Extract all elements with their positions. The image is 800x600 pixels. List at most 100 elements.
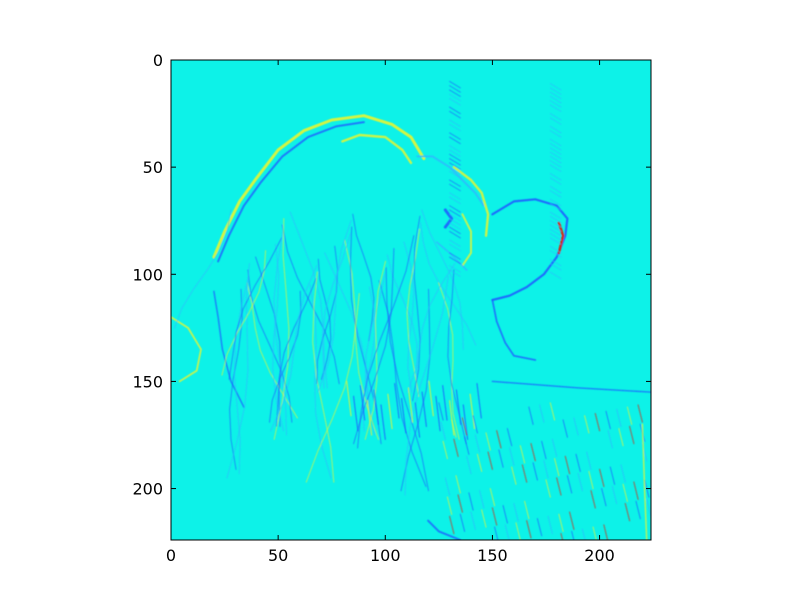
texture-streak	[449, 196, 461, 205]
left-fur-edge	[171, 316, 202, 383]
lower-texture	[564, 455, 571, 475]
lower-texture	[562, 419, 568, 438]
head-outline-dark	[217, 121, 365, 263]
texture-streak	[549, 203, 562, 211]
texture-streak	[449, 243, 461, 252]
lower-texture	[457, 494, 463, 513]
lower-texture	[573, 417, 579, 436]
lower-texture	[590, 490, 596, 509]
x-axis: 0 50 100 150 200	[166, 60, 615, 565]
texture-streak	[549, 185, 562, 194]
fur-strand	[305, 293, 360, 483]
texture-streak	[549, 143, 562, 151]
texture-streak	[449, 218, 461, 226]
lower-texture	[554, 458, 560, 477]
fur-strand	[411, 215, 421, 402]
lower-texture	[504, 524, 510, 540]
texture-streak	[449, 149, 461, 157]
lower-texture	[605, 410, 611, 430]
fur-strand	[270, 265, 318, 432]
cheek-edge	[461, 213, 472, 267]
fur-tip	[394, 382, 400, 419]
lower-texture	[470, 511, 476, 530]
fur-strand	[309, 284, 332, 479]
snout-outline	[491, 198, 569, 302]
texture-streak	[449, 265, 461, 273]
lower-texture	[558, 513, 564, 532]
lower-texture	[468, 492, 474, 511]
texture-streak	[549, 104, 562, 112]
fur-strand	[321, 233, 352, 389]
lower-texture	[586, 451, 592, 470]
texture-streak	[449, 179, 461, 187]
texture-streak	[549, 83, 562, 91]
fur-tip	[476, 382, 482, 419]
lower-texture	[455, 475, 461, 494]
lower-texture	[588, 470, 594, 490]
fur-strand	[255, 256, 281, 427]
y-axis: 0 50 100 150 200	[132, 51, 651, 499]
lower-texture	[453, 438, 459, 457]
fur-strand	[324, 252, 376, 436]
lower-texture	[521, 464, 528, 483]
lower-texture	[594, 413, 601, 432]
lower-texture	[629, 425, 635, 445]
texture-streak	[449, 213, 461, 222]
plot-frame	[170, 59, 652, 541]
fur-strand	[273, 218, 290, 440]
texture-streak	[549, 245, 562, 254]
texture-streak	[449, 230, 461, 239]
fur-strand	[400, 288, 431, 492]
lower-texture	[607, 430, 613, 449]
lower-texture	[513, 503, 519, 522]
fur-strand	[228, 237, 283, 380]
lower-texture	[620, 464, 626, 483]
texture-streak	[449, 136, 461, 145]
lower-texture	[637, 404, 643, 423]
lower-texture	[479, 490, 485, 509]
lower-texture	[545, 479, 551, 498]
texture-streak	[549, 173, 562, 181]
x-tick-label: 50	[268, 546, 288, 565]
texture-streak	[549, 147, 562, 155]
x-tick-label: 200	[584, 546, 615, 565]
texture-streak	[549, 198, 562, 207]
fur-tip	[428, 380, 434, 417]
fur-strand	[406, 228, 421, 397]
fur-tip	[359, 385, 366, 421]
lower-texture	[444, 477, 451, 496]
lower-texture	[451, 419, 457, 438]
lower-texture	[543, 460, 549, 479]
texture-streak	[549, 263, 562, 271]
lower-texture	[440, 421, 446, 440]
heatmap-edge-strokes	[171, 80, 651, 540]
texture-streak	[449, 106, 461, 115]
lower-texture	[528, 406, 534, 425]
fur-tip	[387, 393, 393, 430]
fur-strand	[221, 250, 267, 376]
texture-streak	[549, 220, 562, 228]
lower-texture	[633, 481, 639, 500]
ear-top-edge	[341, 133, 413, 165]
lower-texture	[509, 447, 515, 466]
texture-streak	[549, 87, 562, 95]
y-tick-label: 150	[132, 372, 163, 391]
lower-texture	[571, 530, 575, 540]
fur-strand	[357, 235, 415, 449]
y-tick-label: 50	[143, 158, 163, 177]
texture-streak	[549, 95, 562, 104]
lower-texture	[461, 417, 468, 436]
lower-texture	[487, 451, 493, 470]
fur-strand	[275, 278, 317, 427]
texture-streak	[549, 155, 562, 164]
texture-streak	[549, 228, 562, 237]
texture-streak	[449, 153, 461, 162]
fur-strand	[247, 269, 293, 423]
texture-streak	[449, 123, 461, 132]
texture-streak	[449, 183, 461, 192]
texture-streak	[549, 138, 562, 147]
texture-streak	[449, 170, 461, 179]
texture-streak	[549, 100, 562, 108]
right-edge	[641, 423, 648, 540]
lower-texture	[474, 434, 481, 453]
